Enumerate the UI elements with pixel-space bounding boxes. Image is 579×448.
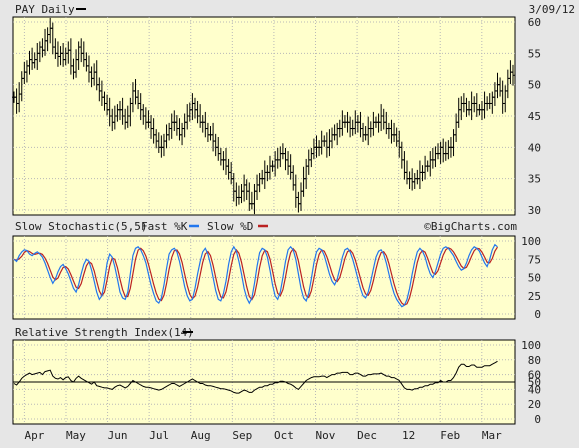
rsi-tick-label: 0 — [534, 413, 541, 426]
stochastic-tick-label: 25 — [528, 290, 541, 303]
price-tick-label: 50 — [528, 79, 541, 92]
slow-d-label: Slow %D — [207, 220, 253, 233]
rsi-tick-label: 50 — [528, 376, 541, 389]
rsi-tick-label: 40 — [528, 383, 541, 396]
rsi-line — [13, 360, 498, 394]
stochastic-tick-label: 75 — [528, 253, 541, 266]
price-tick-label: 45 — [528, 110, 541, 123]
month-tick-label: 12 — [402, 429, 415, 442]
month-tick-label: Feb — [440, 429, 460, 442]
month-tick-label: May — [66, 429, 86, 442]
fast-k-label: Fast %K — [141, 220, 188, 233]
rsi-tick-label: 20 — [528, 398, 541, 411]
rsi-title: Relative Strength Index(14) — [15, 326, 194, 339]
month-tick-label: Mar — [482, 429, 502, 442]
month-tick-label: Dec — [357, 429, 377, 442]
month-tick-label: Apr — [24, 429, 44, 442]
price-tick-label: 35 — [528, 173, 541, 186]
price-tick-label: 40 — [528, 141, 541, 154]
price-tick-label: 30 — [528, 204, 541, 217]
slow-d-line — [13, 246, 499, 306]
stochastic-title: Slow Stochastic(5,5) — [15, 220, 147, 233]
date-label: 3/09/12 — [529, 3, 575, 16]
price-tick-label: 55 — [528, 47, 541, 60]
stochastic-tick-label: 0 — [534, 308, 541, 321]
rsi-tick-label: 60 — [528, 369, 541, 382]
month-tick-label: Nov — [316, 429, 336, 442]
month-tick-label: Jun — [108, 429, 128, 442]
symbol-label: PAY Daily — [15, 3, 75, 16]
month-tick-label: Oct — [274, 429, 294, 442]
month-tick-label: Jul — [149, 429, 169, 442]
price-tick-label: 60 — [528, 16, 541, 29]
stochastic-tick-label: 100 — [521, 235, 541, 248]
rsi-tick-label: 100 — [521, 339, 541, 352]
price-bar — [511, 64, 515, 86]
fast-k-line — [13, 243, 498, 308]
rsi-tick-label: 80 — [528, 354, 541, 367]
watermark: ©BigCharts.com — [424, 220, 517, 233]
stochastic-tick-label: 50 — [528, 272, 541, 285]
price-panel — [12, 16, 516, 216]
month-tick-label: Sep — [232, 429, 252, 442]
month-tick-label: Aug — [191, 429, 211, 442]
